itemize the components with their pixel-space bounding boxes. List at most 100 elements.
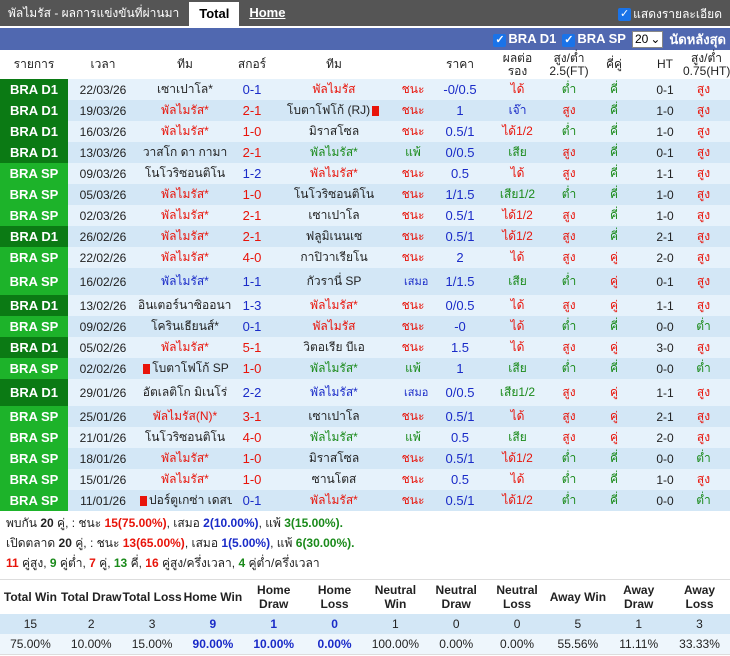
competition-badge[interactable]: BRA D1	[0, 100, 68, 121]
table-row[interactable]: BRA SP 22/02/26 พัลไมรัส* 4-0 กาปิวาเรีย…	[0, 247, 730, 268]
competition-badge[interactable]: BRA SP	[0, 184, 68, 205]
table-row[interactable]: BRA SP 11/01/26 ปอร์ตูเกซ่า เดสปอร์เตส 0…	[0, 490, 730, 511]
score[interactable]: 3-1	[242, 409, 262, 424]
away-team[interactable]: พัลไมรัส*	[310, 298, 358, 312]
table-row[interactable]: BRA SP 05/03/26 พัลไมรัส* 1-0 โนโวริซอนต…	[0, 184, 730, 205]
show-detail-checkbox[interactable]: ✓ แสดงรายละเอียด	[618, 5, 722, 24]
home-team[interactable]: พัลไมรัส*	[161, 187, 209, 201]
competition-badge[interactable]: BRA D1	[0, 79, 68, 100]
home-team[interactable]: พัลไมรัส*	[161, 103, 209, 117]
tab-home[interactable]: Home	[249, 5, 286, 20]
competition-badge[interactable]: BRA SP	[0, 163, 68, 184]
score[interactable]: 5-1	[242, 340, 262, 355]
competition-badge[interactable]: BRA D1	[0, 121, 68, 142]
home-team[interactable]: พัลไมรัส*	[161, 124, 209, 138]
away-team[interactable]: กัวรานี่ SP	[306, 274, 362, 288]
score[interactable]: 1-0	[242, 472, 262, 487]
score[interactable]: 0-1	[242, 493, 262, 508]
away-team[interactable]: กาปิวาเรียโน	[300, 250, 368, 264]
home-team[interactable]: พัลไมรัส*	[161, 250, 209, 264]
score[interactable]: 1-0	[242, 361, 262, 376]
away-team[interactable]: พัลไมรัส*	[310, 493, 358, 507]
table-row[interactable]: BRA D1 19/03/26 พัลไมรัส* 2-1 โบตาโฟโก้ …	[0, 100, 730, 121]
away-team[interactable]: มิราสโซล	[308, 124, 360, 138]
competition-badge[interactable]: BRA SP	[0, 490, 68, 511]
table-row[interactable]: BRA SP 02/02/26 โบตาโฟโก้ SP 1-0 พัลไมรั…	[0, 358, 730, 379]
league-filter-bra-sp[interactable]: ✓ BRA SP	[562, 31, 626, 47]
table-row[interactable]: BRA SP 09/02/26 โครินเธียนส์* 0-1 พัลไมร…	[0, 316, 730, 337]
score[interactable]: 1-3	[242, 298, 262, 313]
home-team[interactable]: เซาเปาโล*	[157, 82, 213, 96]
home-team[interactable]: พัลไมรัส*	[161, 451, 209, 465]
competition-badge[interactable]: BRA D1	[0, 226, 68, 247]
score[interactable]: 1-2	[242, 166, 262, 181]
score[interactable]: 2-1	[242, 208, 262, 223]
away-team[interactable]: เซาเปาโล	[308, 409, 360, 423]
score[interactable]: 1-0	[242, 124, 262, 139]
score[interactable]: 2-1	[242, 103, 262, 118]
home-team[interactable]: อัตเลติโก มิเนโร่	[142, 385, 228, 399]
table-row[interactable]: BRA D1 26/02/26 พัลไมรัส* 2-1 ฟลูมิเนนเซ…	[0, 226, 730, 247]
score[interactable]: 0-1	[242, 319, 262, 334]
competition-badge[interactable]: BRA SP	[0, 358, 68, 379]
competition-badge[interactable]: BRA D1	[0, 295, 68, 316]
competition-badge[interactable]: BRA D1	[0, 379, 68, 406]
competition-badge[interactable]: BRA D1	[0, 142, 68, 163]
match-count-select[interactable]: 20 ⌄	[631, 30, 664, 48]
home-team[interactable]: วาสโก ดา กามา	[142, 145, 228, 159]
score[interactable]: 2-2	[242, 385, 262, 400]
away-team[interactable]: วิตอเรีย บีเอ	[303, 340, 365, 354]
score[interactable]: 1-1	[242, 274, 262, 289]
competition-badge[interactable]: BRA SP	[0, 205, 68, 226]
away-team[interactable]: พัลไมรัส*	[310, 385, 358, 399]
score[interactable]: 1-0	[242, 187, 262, 202]
away-team[interactable]: พัลไมรัส	[312, 319, 356, 333]
competition-badge[interactable]: BRA SP	[0, 316, 68, 337]
home-team[interactable]: โนโวริซอนติโน	[144, 430, 226, 444]
away-team[interactable]: พัลไมรัส	[312, 82, 356, 96]
home-team[interactable]: โบตาโฟโก้ SP	[138, 359, 232, 378]
competition-badge[interactable]: BRA SP	[0, 247, 68, 268]
away-team[interactable]: มิราสโซล	[308, 451, 360, 465]
away-team[interactable]: เซาเปาโล	[308, 208, 360, 222]
table-row[interactable]: BRA SP 21/01/26 โนโวริซอนติโน 4-0 พัลไมร…	[0, 427, 730, 448]
score[interactable]: 2-1	[242, 229, 262, 244]
competition-badge[interactable]: BRA SP	[0, 427, 68, 448]
competition-badge[interactable]: BRA SP	[0, 448, 68, 469]
away-team[interactable]: พัลไมรัส*	[310, 145, 358, 159]
home-team[interactable]: โครินเธียนส์*	[151, 319, 219, 333]
competition-badge[interactable]: BRA D1	[0, 337, 68, 358]
table-row[interactable]: BRA D1 13/02/26 อินเตอร์นาซิออนาล 1-3 พั…	[0, 295, 730, 316]
home-team[interactable]: โนโวริซอนติโน	[144, 166, 226, 180]
competition-badge[interactable]: BRA SP	[0, 469, 68, 490]
table-row[interactable]: BRA D1 29/01/26 อัตเลติโก มิเนโร่ 2-2 พั…	[0, 379, 730, 406]
table-row[interactable]: BRA SP 18/01/26 พัลไมรัส* 1-0 มิราสโซล ช…	[0, 448, 730, 469]
away-team[interactable]: ซานโตส	[311, 472, 357, 486]
home-team[interactable]: พัลไมรัส*	[161, 340, 209, 354]
score[interactable]: 0-1	[242, 82, 262, 97]
table-row[interactable]: BRA SP 15/01/26 พัลไมรัส* 1-0 ซานโตส ชนะ…	[0, 469, 730, 490]
table-row[interactable]: BRA D1 22/03/26 เซาเปาโล* 0-1 พัลไมรัส ช…	[0, 79, 730, 100]
home-team[interactable]: พัลไมรัส*	[161, 472, 209, 486]
table-row[interactable]: BRA SP 09/03/26 โนโวริซอนติโน 1-2 พัลไมร…	[0, 163, 730, 184]
score[interactable]: 4-0	[242, 430, 262, 445]
away-team[interactable]: พัลไมรัส*	[310, 166, 358, 180]
away-team[interactable]: โบตาโฟโก้ (RJ)	[272, 101, 396, 120]
score[interactable]: 1-0	[242, 451, 262, 466]
away-team[interactable]: พัลไมรัส*	[310, 430, 358, 444]
away-team[interactable]: พัลไมรัส*	[310, 361, 358, 375]
competition-badge[interactable]: BRA SP	[0, 268, 68, 295]
table-row[interactable]: BRA SP 25/01/26 พัลไมรัส(N)* 3-1 เซาเปาโ…	[0, 406, 730, 427]
competition-badge[interactable]: BRA SP	[0, 406, 68, 427]
league-filter-bra-d1[interactable]: ✓ BRA D1	[493, 31, 556, 47]
table-row[interactable]: BRA D1 13/03/26 วาสโก ดา กามา 2-1 พัลไมร…	[0, 142, 730, 163]
home-team[interactable]: พัลไมรัส*	[161, 274, 209, 288]
table-row[interactable]: BRA D1 16/03/26 พัลไมรัส* 1-0 มิราสโซล ช…	[0, 121, 730, 142]
home-team[interactable]: ปอร์ตูเกซ่า เดสปอร์เตส	[138, 491, 232, 510]
home-team[interactable]: พัลไมรัส*	[161, 208, 209, 222]
away-team[interactable]: โนโวริซอนติโน	[293, 187, 375, 201]
home-team[interactable]: อินเตอร์นาซิออนาล	[138, 298, 232, 312]
table-row[interactable]: BRA D1 05/02/26 พัลไมรัส* 5-1 วิตอเรีย บ…	[0, 337, 730, 358]
table-row[interactable]: BRA SP 02/03/26 พัลไมรัส* 2-1 เซาเปาโล ช…	[0, 205, 730, 226]
score[interactable]: 2-1	[242, 145, 262, 160]
